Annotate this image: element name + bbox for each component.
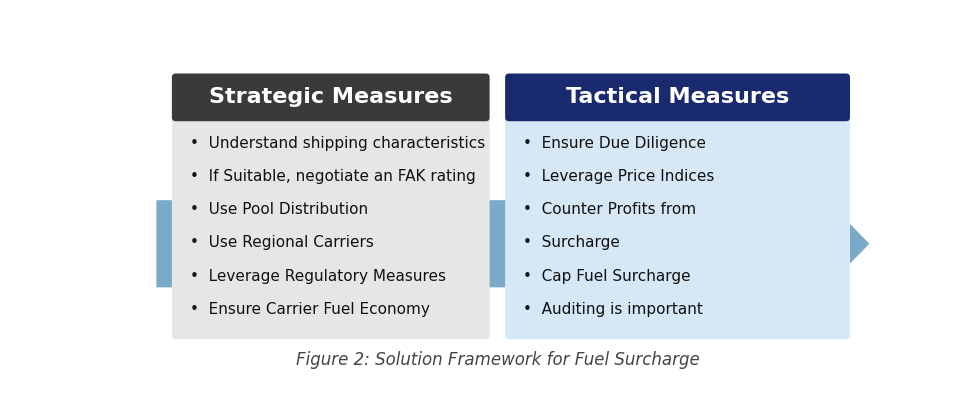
Text: •  Ensure Due Diligence: • Ensure Due Diligence (523, 136, 706, 151)
Text: •  Leverage Price Indices: • Leverage Price Indices (523, 169, 714, 184)
FancyBboxPatch shape (505, 113, 850, 339)
Text: •  Use Regional Carriers: • Use Regional Carriers (190, 236, 373, 250)
Text: Figure 2: Solution Framework for Fuel Surcharge: Figure 2: Solution Framework for Fuel Su… (296, 351, 700, 369)
Text: •  Leverage Regulatory Measures: • Leverage Regulatory Measures (190, 269, 446, 284)
Text: •  Ensure Carrier Fuel Economy: • Ensure Carrier Fuel Economy (190, 302, 430, 317)
Text: •  Cap Fuel Surcharge: • Cap Fuel Surcharge (523, 269, 690, 284)
Text: •  Counter Profits from: • Counter Profits from (523, 202, 696, 217)
Text: Strategic Measures: Strategic Measures (209, 87, 453, 108)
FancyBboxPatch shape (172, 74, 490, 121)
Text: •  If Suitable, negotiate an FAK rating: • If Suitable, negotiate an FAK rating (190, 169, 475, 184)
Text: Tactical Measures: Tactical Measures (566, 87, 789, 108)
Text: •  Use Pool Distribution: • Use Pool Distribution (190, 202, 367, 217)
FancyBboxPatch shape (505, 74, 850, 121)
Text: •  Surcharge: • Surcharge (523, 236, 620, 250)
FancyBboxPatch shape (172, 113, 490, 339)
Polygon shape (156, 200, 869, 287)
Text: •  Understand shipping characteristics: • Understand shipping characteristics (190, 136, 485, 151)
Text: •  Auditing is important: • Auditing is important (523, 302, 703, 317)
